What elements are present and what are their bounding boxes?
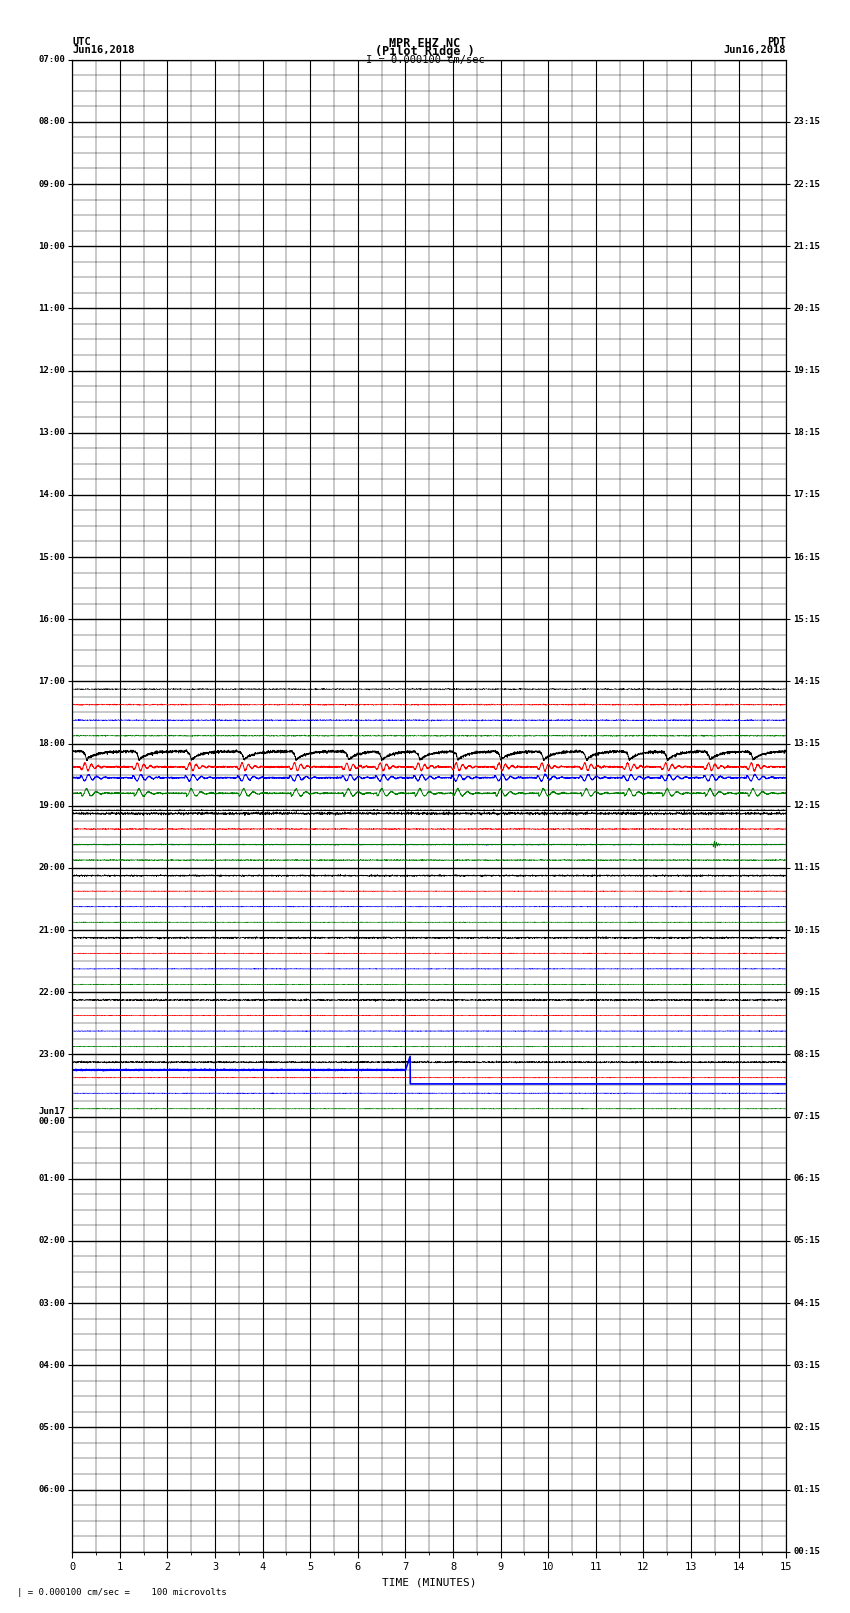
Text: MPR EHZ NC: MPR EHZ NC	[389, 37, 461, 50]
X-axis label: TIME (MINUTES): TIME (MINUTES)	[382, 1578, 477, 1587]
Text: Jun16,2018: Jun16,2018	[723, 45, 786, 55]
Text: (Pilot Ridge ): (Pilot Ridge )	[375, 45, 475, 58]
Text: Jun16,2018: Jun16,2018	[72, 45, 135, 55]
Text: UTC: UTC	[72, 37, 91, 47]
Text: I = 0.000100 cm/sec: I = 0.000100 cm/sec	[366, 55, 484, 65]
Text: PDT: PDT	[768, 37, 786, 47]
Text: | = 0.000100 cm/sec =    100 microvolts: | = 0.000100 cm/sec = 100 microvolts	[17, 1587, 227, 1597]
